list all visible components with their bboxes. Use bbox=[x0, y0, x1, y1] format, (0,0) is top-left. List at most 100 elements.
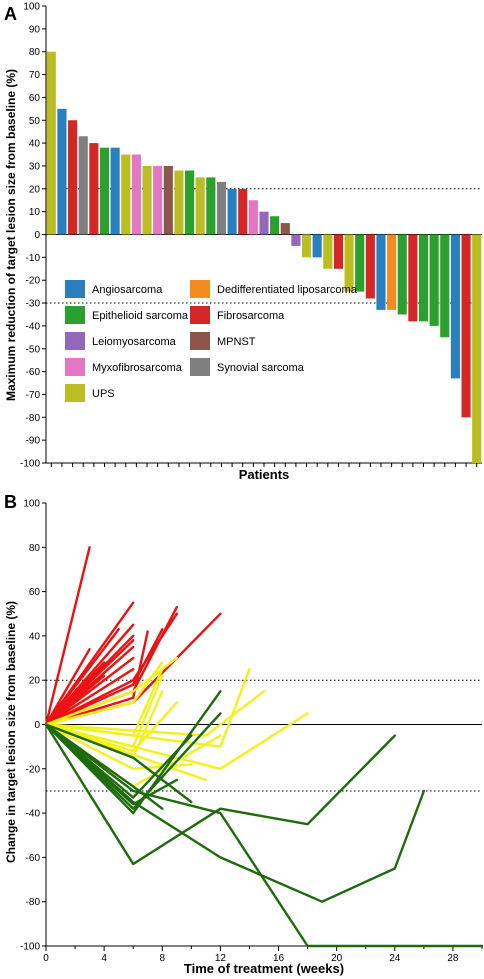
bar bbox=[270, 216, 280, 235]
bar bbox=[195, 177, 205, 235]
legend-swatch bbox=[65, 280, 85, 298]
series-line-red bbox=[44, 648, 91, 726]
legend-label: Synovial sarcoma bbox=[217, 362, 305, 374]
bar bbox=[365, 234, 375, 299]
legend-swatch bbox=[65, 358, 85, 376]
bar bbox=[450, 234, 460, 379]
bar bbox=[174, 170, 184, 235]
panel-a-plot: -100-90-80-70-60-50-40-30-20-10010203040… bbox=[20, 2, 482, 470]
panel-a-y-tick-label: -40 bbox=[26, 321, 41, 332]
legend-label: MPNST bbox=[217, 336, 256, 348]
bar bbox=[333, 234, 344, 269]
series-line-red bbox=[44, 630, 149, 726]
bar bbox=[68, 120, 78, 235]
series-line-red bbox=[44, 661, 106, 726]
bar bbox=[153, 165, 163, 235]
bar bbox=[216, 181, 227, 235]
panel-b-x-tick-label: 20 bbox=[331, 953, 343, 964]
panel-a-y-tick-label: -90 bbox=[26, 436, 41, 447]
bar bbox=[110, 147, 120, 235]
panel-a-y-tick-label: -100 bbox=[20, 459, 40, 470]
bar bbox=[99, 147, 110, 235]
panel-b-y-tick-label: -20 bbox=[26, 764, 41, 775]
panel-b-x-tick-label: 16 bbox=[273, 953, 285, 964]
panel-b-x-tick-label: 0 bbox=[43, 953, 49, 964]
bar bbox=[323, 234, 333, 269]
panel-a-y-tick-label: 30 bbox=[29, 161, 41, 172]
bar bbox=[429, 234, 439, 326]
panel-b-y-axis-title: Change in target lesion size from baseli… bbox=[4, 601, 18, 863]
legend-swatch bbox=[65, 306, 85, 324]
panel-b-y-tick-label: -60 bbox=[26, 853, 41, 864]
bar bbox=[238, 188, 248, 235]
panel-b-y-tick-label: 60 bbox=[29, 587, 41, 598]
legend-swatch bbox=[190, 332, 210, 350]
panel-b-y-tick-label: 0 bbox=[34, 720, 40, 731]
panel-a-label: A bbox=[4, 4, 17, 24]
series-line-yellow bbox=[44, 690, 266, 737]
panel-a-y-tick-label: -20 bbox=[26, 276, 41, 287]
series-line-yellow bbox=[44, 712, 309, 770]
series-line-green bbox=[44, 723, 484, 948]
panel-a-y-tick-label: -70 bbox=[26, 390, 41, 401]
series-line-green bbox=[44, 723, 396, 866]
series-line-red bbox=[44, 628, 120, 726]
legend-swatch bbox=[190, 306, 210, 324]
legend-label: Leiomyosarcoma bbox=[92, 336, 177, 348]
panel-a-y-tick-label: 0 bbox=[34, 230, 40, 241]
panel-a-x-axis-title: Patients bbox=[239, 467, 290, 482]
series-line-red bbox=[44, 612, 179, 726]
panel-b-x-tick-label: 12 bbox=[215, 953, 227, 964]
bar bbox=[397, 234, 407, 315]
bar bbox=[291, 234, 301, 246]
legend-swatch bbox=[65, 332, 85, 350]
panel-a-y-tick-label: -50 bbox=[26, 344, 41, 355]
bar bbox=[46, 51, 56, 235]
panel-b-y-tick-label: -40 bbox=[26, 809, 41, 820]
panel-b-x-tick-label: 28 bbox=[447, 953, 459, 964]
panel-a-y-tick-label: 80 bbox=[29, 47, 41, 58]
bar bbox=[163, 165, 173, 235]
panel-b-y-tick-label: -100 bbox=[20, 942, 40, 953]
panel-a-y-tick-label: 50 bbox=[29, 116, 41, 127]
legend-label: UPS bbox=[92, 388, 115, 400]
panel-a-y-tick-label: 70 bbox=[29, 70, 41, 81]
legend-label: Dedifferentiated liposarcoma bbox=[217, 284, 358, 296]
bar bbox=[227, 188, 237, 235]
panel-a-y-tick-label: -10 bbox=[26, 253, 41, 264]
bar bbox=[78, 136, 88, 235]
panel-b-y-tick-label: 40 bbox=[29, 631, 41, 642]
panel-a-y-tick-label: -80 bbox=[26, 413, 41, 424]
series-line-yellow bbox=[44, 667, 251, 748]
panel-a-y-tick-label: 100 bbox=[23, 2, 40, 13]
panel-a-y-tick-label: 90 bbox=[29, 24, 41, 35]
panel-b-y-tick-label: 80 bbox=[29, 543, 41, 554]
bar bbox=[312, 234, 322, 258]
series-line-yellow bbox=[44, 661, 164, 726]
series-line-red bbox=[44, 667, 135, 726]
series-line-red bbox=[44, 628, 164, 726]
bar bbox=[121, 154, 131, 235]
panel-b-x-axis-title: Time of treatment (weeks) bbox=[184, 961, 344, 976]
bar bbox=[461, 234, 471, 418]
panel-b-plot: -100 -80 -60 -40 -20 0 20 40 60 80 100 0 4 8 12 16 20 24 2… bbox=[20, 499, 484, 964]
bar bbox=[301, 234, 312, 258]
panel-b-x-tick-label: 24 bbox=[389, 953, 401, 964]
panel-a-y-tick-label: 60 bbox=[29, 93, 41, 104]
legend-swatch bbox=[190, 358, 210, 376]
series-line-green bbox=[44, 723, 164, 810]
panel-b-label: B bbox=[4, 492, 17, 512]
bar bbox=[344, 234, 354, 292]
series-line-green bbox=[44, 723, 179, 806]
panel-a-y-tick-label: 20 bbox=[29, 184, 41, 195]
panel-a-y-tick-label: -30 bbox=[26, 299, 41, 310]
legend-swatch bbox=[65, 384, 85, 402]
bar bbox=[355, 234, 365, 292]
bar bbox=[280, 223, 290, 235]
bar bbox=[248, 200, 258, 235]
bar bbox=[259, 211, 269, 235]
series-line-green bbox=[44, 723, 193, 799]
panel-b-y-tick-label: 100 bbox=[23, 499, 40, 510]
bar bbox=[206, 177, 216, 235]
